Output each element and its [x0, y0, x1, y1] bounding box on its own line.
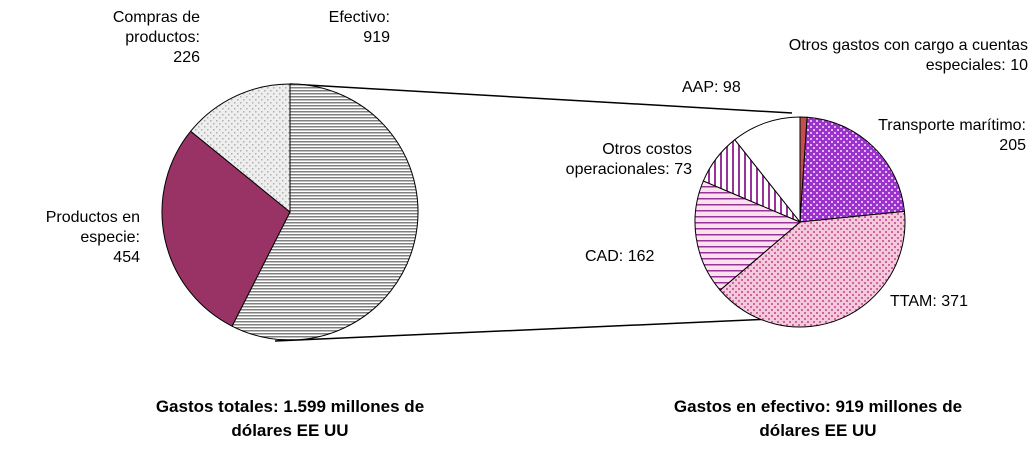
- slice-category: CAD:: [585, 248, 624, 265]
- pie-slice: [719, 210, 906, 328]
- slice-category: Compras de productos:: [112, 9, 200, 46]
- pie-slice: [734, 116, 801, 224]
- slice-category: Otros costos operacionales:: [565, 141, 692, 178]
- slice-label: CAD: 162: [585, 247, 705, 267]
- slice-category: Otros gastos con cargo a cuentas especia…: [788, 37, 1028, 74]
- slice-label: Otros costos operacionales: 73: [500, 140, 692, 180]
- slice-label: Transporte marítimo: 205: [876, 116, 1026, 156]
- pie-slice: [694, 180, 801, 291]
- slice-value: 162: [627, 248, 655, 265]
- slice-value: 98: [722, 79, 741, 96]
- slice-category: Efectivo:: [328, 9, 390, 26]
- pie-title: Gastos totales: 1.599 millones de dólare…: [155, 397, 425, 440]
- pie-slice: [161, 130, 291, 327]
- slice-category: AAP:: [682, 79, 719, 96]
- slice-label: Efectivo: 919: [270, 8, 390, 48]
- slice-category: Productos en especie:: [45, 209, 140, 246]
- connector-line: [274, 317, 796, 342]
- slice-label: Compras de productos: 226: [80, 8, 200, 68]
- slice-category: Transporte marítimo:: [878, 117, 1026, 134]
- slice-value: 73: [674, 161, 692, 178]
- slice-value: 919: [363, 29, 390, 46]
- slice-label: Otros gastos con cargo a cuentas especia…: [778, 36, 1028, 76]
- slice-label: AAP: 98: [682, 78, 782, 98]
- slice-value: 205: [999, 137, 1026, 154]
- connector-line: [289, 83, 793, 114]
- slice-label: TTAM: 371: [890, 292, 1030, 312]
- pie-slice: [231, 83, 419, 341]
- slice-value: 371: [941, 293, 968, 310]
- slice-value: 10: [1010, 57, 1028, 74]
- pie-title: Gastos en efectivo: 919 millones de dóla…: [673, 397, 963, 440]
- slice-value: 454: [113, 249, 140, 266]
- pie-slice: [189, 83, 291, 214]
- slice-value: 226: [173, 49, 200, 66]
- slice-label: Productos en especie: 454: [0, 208, 140, 268]
- slice-category: TTAM:: [890, 293, 937, 310]
- pie-slice: [799, 116, 906, 223]
